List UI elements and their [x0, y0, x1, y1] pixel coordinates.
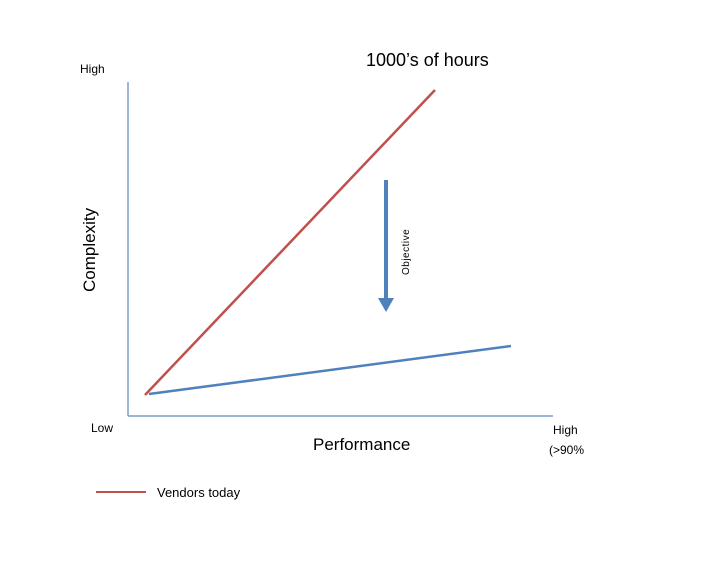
- origin-low-label: Low: [91, 421, 114, 435]
- legend-vendors-swatch: [96, 491, 146, 493]
- x-axis-title: Performance: [313, 435, 411, 454]
- y-axis-title: Complexity: [80, 207, 99, 292]
- objective-line: [148, 344, 512, 396]
- y-axis-high-label: High: [80, 62, 105, 76]
- objective-arrowhead: [378, 298, 394, 312]
- x-axis-high-label: High: [553, 423, 578, 437]
- vendors-today-line: [144, 89, 436, 396]
- top-annotation-label: 1000’s of hours: [366, 50, 489, 70]
- legend-vendors-label: Vendors today: [157, 485, 241, 500]
- x-axis-high-range-label: (>90%: [549, 443, 585, 457]
- objective-arrow-label: Objective: [401, 228, 412, 275]
